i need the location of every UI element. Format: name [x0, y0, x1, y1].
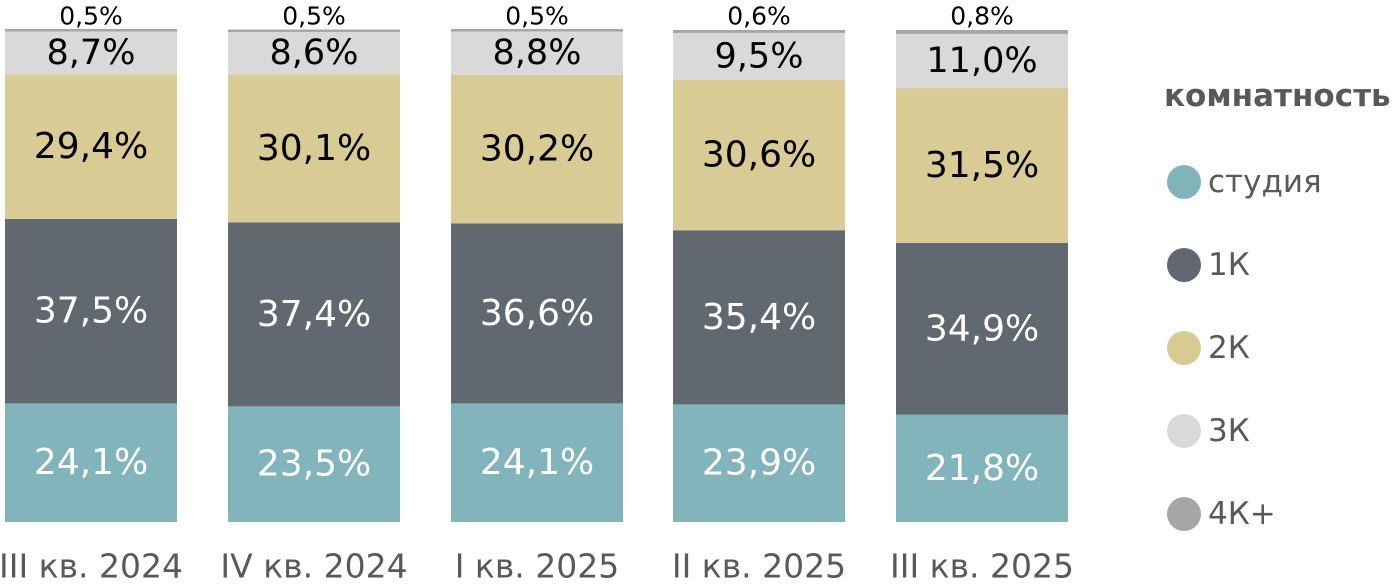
data-label-1k: 37,5% [34, 291, 148, 332]
legend-label-3k: 3К [1208, 412, 1250, 449]
bar-segment-4k-plus [5, 29, 177, 32]
chart-plot-area: 24,1%37,5%29,4%8,7%0,5%III кв. 202423,5%… [0, 2, 1074, 586]
bar-segment-4k-plus [673, 30, 845, 33]
data-label-3k: 8,8% [493, 33, 582, 73]
data-label-4k-plus: 0,6% [727, 2, 791, 31]
bar-segment-studio [228, 406, 400, 522]
bar-segment-1k [896, 243, 1068, 415]
x-tick-label: III кв. 2024 [0, 547, 183, 586]
bar-segment-2k [228, 74, 400, 223]
bar-segment-studio [673, 404, 845, 522]
data-label-3k: 11,0% [926, 41, 1037, 81]
legend-item-4k-plus: 4К+ [1164, 472, 1400, 555]
legend-swatch-2k [1167, 330, 1201, 365]
data-label-studio: 24,1% [34, 442, 148, 483]
data-label-4k-plus: 0,5% [505, 2, 569, 31]
legend-title: комнатность [1164, 78, 1391, 114]
legend-swatch-studio [1167, 164, 1201, 199]
legend: комнатность студия 1К 2К 3К 4К+ [1164, 74, 1400, 555]
bar-segment-2k [451, 74, 623, 224]
legend-label-2k: 2К [1208, 329, 1250, 366]
bar-segment-1k [673, 230, 845, 405]
data-label-2k: 31,5% [925, 145, 1039, 186]
data-label-studio: 24,1% [480, 442, 594, 483]
data-label-studio: 23,9% [702, 443, 816, 484]
x-tick-label: III кв. 2025 [890, 547, 1074, 586]
data-label-2k: 30,6% [702, 134, 816, 175]
bar-segment-3k [673, 32, 845, 80]
bar-segment-3k [228, 31, 400, 75]
data-label-1k: 36,6% [480, 293, 594, 334]
x-tick-label: IV кв. 2024 [220, 547, 407, 586]
legend-swatch-1k [1167, 247, 1201, 282]
bar-segment-1k [451, 223, 623, 404]
bar-segment-2k [673, 79, 845, 231]
legend-label-studio: студия [1208, 163, 1322, 200]
x-tick-label: II кв. 2025 [672, 547, 846, 586]
data-label-studio: 21,8% [925, 448, 1039, 489]
x-tick-label: I кв. 2025 [455, 547, 620, 586]
legend-item-2k: 2К [1164, 306, 1400, 389]
bar-segment-4k-plus [896, 30, 1068, 34]
bar-segment-1k [5, 218, 177, 404]
data-label-2k: 30,1% [257, 128, 371, 169]
data-label-4k-plus: 0,5% [282, 2, 346, 31]
bar-segment-2k [896, 88, 1068, 244]
legend-swatch-4k-plus [1167, 496, 1201, 531]
bar-segment-4k-plus [451, 29, 623, 32]
bar-segment-studio [451, 403, 623, 522]
data-label-1k: 35,4% [702, 297, 816, 338]
bar-segment-studio [5, 403, 177, 522]
legend-list: студия 1К 2К 3К 4К+ [1164, 140, 1400, 555]
data-label-1k: 34,9% [925, 308, 1039, 349]
legend-swatch-3k [1167, 413, 1201, 448]
data-label-2k: 29,4% [34, 126, 148, 167]
data-label-1k: 37,4% [257, 294, 371, 335]
data-label-4k-plus: 0,5% [59, 2, 123, 31]
bar-segment-2k [5, 74, 177, 219]
bar-segment-3k [451, 31, 623, 75]
data-label-3k: 8,6% [270, 33, 359, 73]
legend-item-1k: 1К [1164, 223, 1400, 306]
data-label-3k: 9,5% [715, 36, 804, 76]
bar-segment-3k [5, 31, 177, 75]
bar-segment-studio [896, 414, 1068, 522]
data-label-3k: 8,7% [47, 33, 136, 73]
bar-segment-4k-plus [228, 29, 400, 32]
bar-segment-3k [896, 33, 1068, 89]
legend-item-studio: студия [1164, 140, 1400, 223]
bar-segment-1k [228, 222, 400, 407]
legend-item-3k: 3К [1164, 389, 1400, 472]
legend-label-1k: 1К [1208, 246, 1250, 283]
legend-label-4k-plus: 4К+ [1208, 495, 1276, 532]
data-label-4k-plus: 0,8% [950, 2, 1014, 31]
data-label-2k: 30,2% [480, 129, 594, 170]
data-label-studio: 23,5% [257, 444, 371, 485]
